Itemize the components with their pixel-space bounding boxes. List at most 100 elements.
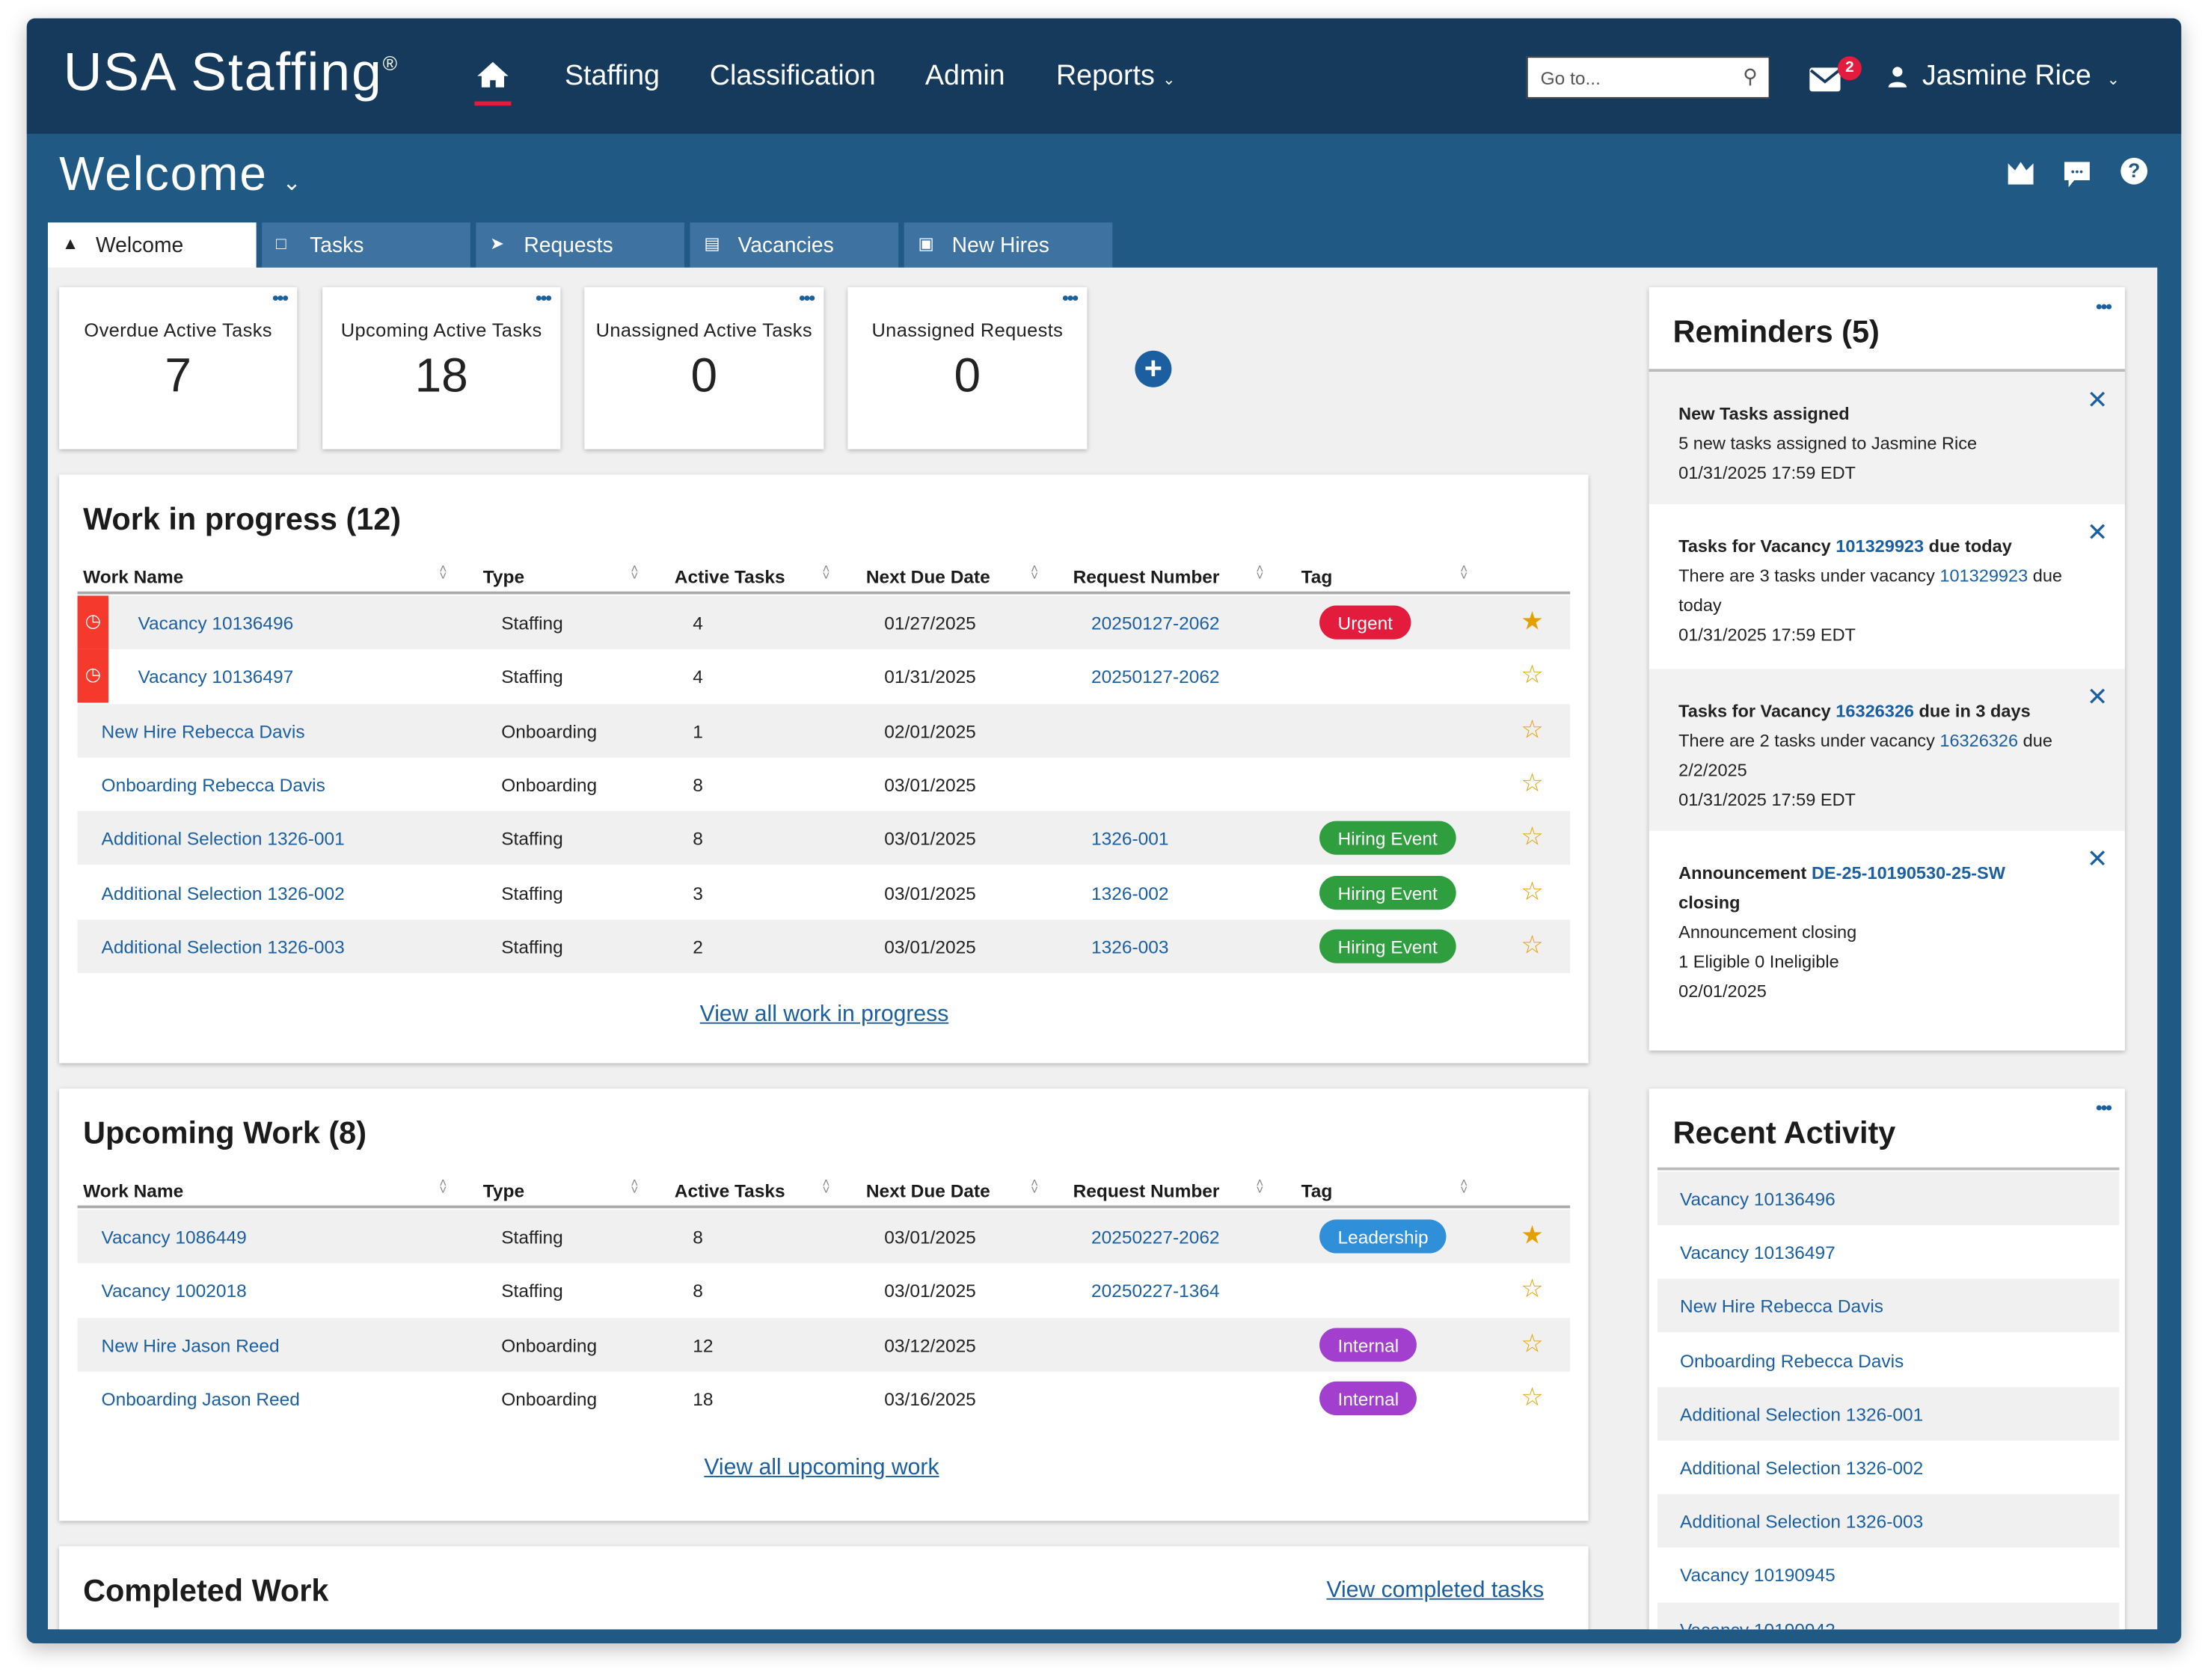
tab-tasks[interactable]: □ Tasks — [262, 222, 470, 268]
activity-link[interactable]: Additional Selection 1326-003 — [1657, 1494, 2120, 1548]
work-name-link[interactable]: Onboarding Rebecca Davis — [101, 774, 325, 796]
stat-overdue-active-tasks[interactable]: ••• Overdue Active Tasks 7 — [59, 287, 298, 450]
star-icon[interactable]: ☆ — [1521, 1382, 1544, 1411]
feedback-icon[interactable] — [2063, 161, 2091, 196]
request-number-link[interactable]: 1326-001 — [1091, 828, 1169, 850]
sort-icon[interactable]: ˄ ˅ — [1031, 1176, 1039, 1198]
reminder-link[interactable]: 101329923 — [1836, 536, 1925, 557]
star-icon[interactable]: ☆ — [1521, 714, 1544, 744]
column-header-active-tasks[interactable]: Active Tasks — [674, 565, 785, 588]
tab-new-hires[interactable]: ▣ New Hires — [904, 222, 1113, 268]
activity-link[interactable]: Additional Selection 1326-002 — [1680, 1457, 1924, 1479]
reminder-link[interactable]: 16326326 — [1836, 701, 1915, 721]
sort-icon[interactable]: ˄ ˅ — [439, 562, 447, 583]
activity-link[interactable]: Vacancy 10190945 — [1680, 1565, 1836, 1587]
close-icon[interactable]: ✕ — [2086, 683, 2109, 711]
mail-icon[interactable] — [1809, 67, 1841, 98]
column-header-tag[interactable]: Tag — [1301, 565, 1333, 588]
star-icon[interactable]: ☆ — [1521, 1328, 1544, 1358]
page-title[interactable]: Welcome ⌄ — [59, 148, 303, 203]
column-header-next-due-date[interactable]: Next Due Date — [865, 565, 990, 588]
sort-icon[interactable]: ˄ ˅ — [1256, 1176, 1264, 1198]
close-icon[interactable]: ✕ — [2086, 385, 2109, 414]
more-icon[interactable]: ••• — [799, 287, 815, 309]
column-header-work-name[interactable]: Work Name — [83, 1180, 184, 1201]
sort-icon[interactable]: ˄ ˅ — [1460, 562, 1468, 583]
column-header-request-number[interactable]: Request Number — [1073, 565, 1220, 588]
star-icon[interactable]: ☆ — [1521, 931, 1544, 959]
view-completed-link[interactable]: View completed tasks — [1326, 1578, 1545, 1603]
work-name-link[interactable]: Additional Selection 1326-002 — [101, 882, 345, 904]
star-icon[interactable]: ☆ — [1521, 660, 1544, 690]
more-icon[interactable]: ••• — [272, 287, 289, 309]
request-number-link[interactable]: 20250227-2062 — [1091, 1226, 1220, 1248]
request-number-link[interactable]: 1326-003 — [1091, 936, 1169, 957]
sort-icon[interactable]: ˄ ˅ — [822, 562, 830, 583]
work-name-link[interactable]: New Hire Rebecca Davis — [101, 720, 305, 742]
column-header-type[interactable]: Type — [482, 565, 525, 588]
nav-admin[interactable]: Admin — [924, 60, 1005, 92]
user-menu[interactable]: Jasmine Rice ⌄ — [1922, 61, 2120, 93]
sort-icon[interactable]: ˄ ˅ — [1460, 1176, 1468, 1198]
close-icon[interactable]: ✕ — [2086, 518, 2109, 547]
star-icon[interactable]: ★ — [1521, 607, 1544, 636]
close-icon[interactable]: ✕ — [2086, 844, 2109, 874]
star-icon[interactable]: ★ — [1521, 1221, 1544, 1249]
activity-link[interactable]: New Hire Rebecca Davis — [1657, 1279, 2120, 1333]
work-name-link[interactable]: Onboarding Jason Reed — [101, 1388, 300, 1410]
request-number-link[interactable]: 20250127-2062 — [1091, 666, 1220, 688]
search-icon[interactable]: ⚲ — [1743, 64, 1758, 88]
stat-unassigned-requests[interactable]: ••• Unassigned Requests 0 — [847, 287, 1088, 450]
tab-requests[interactable]: ➤ Requests — [476, 222, 684, 268]
column-header-active-tasks[interactable]: Active Tasks — [674, 1180, 785, 1201]
star-icon[interactable]: ☆ — [1521, 1275, 1544, 1304]
star-icon[interactable]: ☆ — [1521, 822, 1544, 851]
sort-icon[interactable]: ˄ ˅ — [631, 562, 639, 583]
nav-reports[interactable]: Reports ⌄ — [1056, 61, 1176, 93]
logo[interactable]: USA Staffing® — [64, 43, 399, 104]
request-number-link[interactable]: 20250127-2062 — [1091, 612, 1220, 634]
stat-unassigned-active-tasks[interactable]: ••• Unassigned Active Tasks 0 — [584, 287, 824, 450]
column-header-request-number[interactable]: Request Number — [1073, 1180, 1220, 1201]
nav-staffing[interactable]: Staffing — [564, 60, 660, 92]
announcements-icon[interactable] — [2007, 161, 2035, 193]
work-name-link[interactable]: Additional Selection 1326-001 — [101, 828, 345, 850]
add-widget-button[interactable]: + — [1135, 350, 1172, 387]
work-name-link[interactable]: Vacancy 10136497 — [138, 666, 294, 688]
activity-link[interactable]: Vacancy 10136497 — [1680, 1242, 1836, 1264]
more-icon[interactable]: ••• — [536, 287, 552, 309]
activity-link[interactable]: Additional Selection 1326-001 — [1657, 1387, 2120, 1441]
stat-upcoming-active-tasks[interactable]: ••• Upcoming Active Tasks 18 — [322, 287, 561, 450]
column-header-type[interactable]: Type — [482, 1180, 525, 1201]
activity-link[interactable]: Vacancy 10136496 — [1657, 1171, 2120, 1225]
view-all-upcoming-link[interactable]: View all upcoming work — [704, 1456, 939, 1480]
home-icon[interactable] — [476, 61, 509, 96]
work-name-link[interactable]: Vacancy 1002018 — [101, 1280, 247, 1302]
column-header-work-name[interactable]: Work Name — [83, 565, 184, 588]
activity-link[interactable]: Vacancy 10190942 — [1657, 1601, 2120, 1630]
sort-icon[interactable]: ˄ ˅ — [1031, 562, 1039, 583]
column-header-tag[interactable]: Tag — [1301, 1180, 1333, 1201]
reminder-link[interactable]: 101329923 — [1939, 565, 2028, 586]
goto-input[interactable]: Go to... ⚲ — [1526, 56, 1770, 99]
tab-welcome[interactable]: ▲ Welcome — [48, 222, 257, 269]
activity-link[interactable]: Onboarding Rebecca Davis — [1680, 1349, 1904, 1371]
tab-vacancies[interactable]: ▤ Vacancies — [690, 222, 899, 268]
sort-icon[interactable]: ˄ ˅ — [822, 1176, 830, 1198]
request-number-link[interactable]: 20250227-1364 — [1091, 1280, 1220, 1302]
work-name-link[interactable]: Additional Selection 1326-003 — [101, 936, 345, 957]
reminder-link[interactable]: 16326326 — [1939, 731, 2019, 751]
more-icon[interactable]: ••• — [2096, 295, 2112, 317]
work-name-link[interactable]: New Hire Jason Reed — [101, 1334, 280, 1356]
sort-icon[interactable]: ˄ ˅ — [631, 1176, 639, 1198]
help-icon[interactable]: ? — [2120, 157, 2148, 185]
sort-icon[interactable]: ˄ ˅ — [1256, 562, 1264, 583]
work-name-link[interactable]: Vacancy 1086449 — [101, 1226, 247, 1248]
sort-icon[interactable]: ˄ ˅ — [439, 1176, 447, 1198]
star-icon[interactable]: ☆ — [1521, 768, 1544, 797]
reminder-link[interactable]: DE-25-10190530-25-SW — [1811, 863, 2005, 883]
star-icon[interactable]: ☆ — [1521, 876, 1544, 905]
column-header-next-due-date[interactable]: Next Due Date — [865, 1180, 990, 1201]
work-name-link[interactable]: Vacancy 10136496 — [138, 612, 294, 634]
nav-classification[interactable]: Classification — [709, 60, 876, 92]
